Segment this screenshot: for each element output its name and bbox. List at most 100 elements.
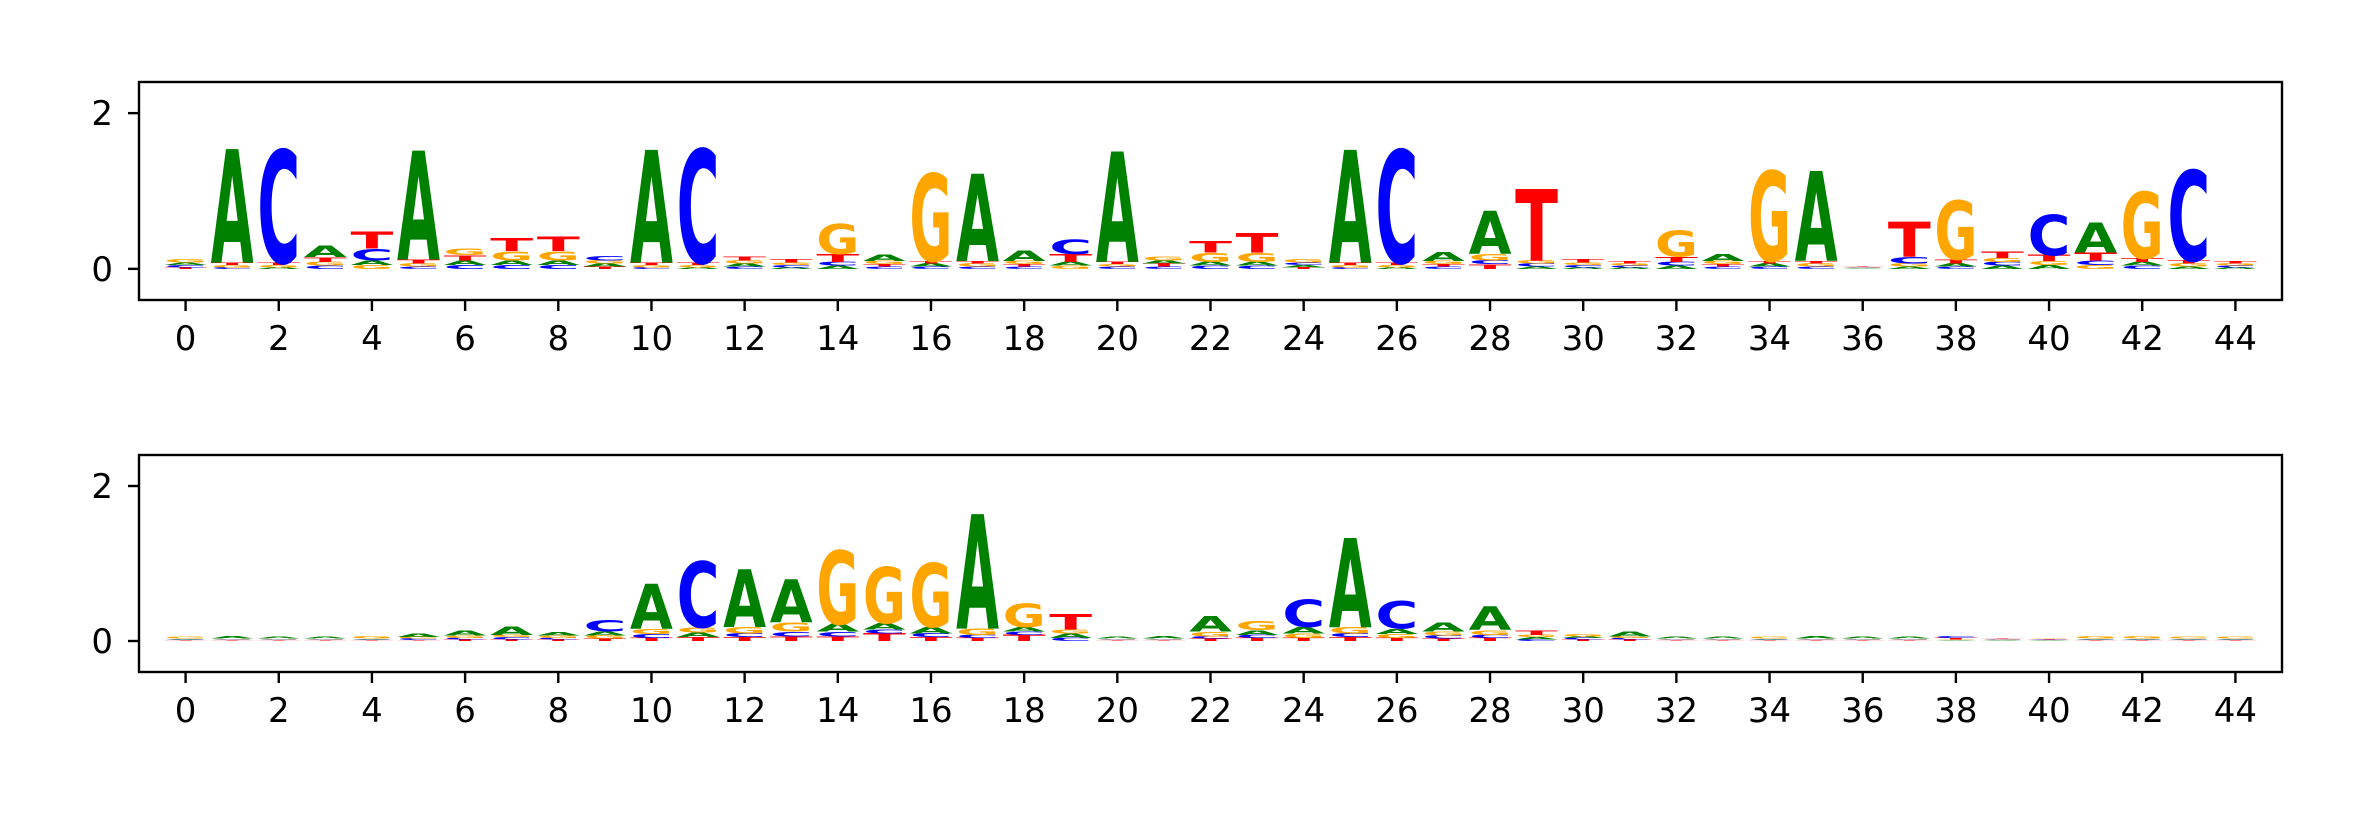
logo-letter-t-pos-9: T [583,266,627,270]
logo-letter-t-pos-24: T [1282,267,1326,269]
x-tick-label: 12 [723,319,766,359]
logo-letter-t-pos-38: T [1934,259,1978,265]
logo-letter-a-pos-42: A [2121,261,2165,267]
x-tick-label: 14 [816,691,859,731]
logo-letter-t-pos-17: T [956,261,1000,265]
logo-letter-c-pos-40: C [2028,639,2071,640]
x-tick-label: 26 [1375,319,1418,359]
x-tick-label: 16 [909,319,952,359]
logo-letter-a-pos-13: A [770,267,814,269]
logo-letter-a-pos-0: A [164,262,208,266]
logo-letter-g-pos-11: G [677,625,720,634]
logo-letter-a-pos-36: A [1841,268,1885,269]
logo-letter-g-pos-13: G [770,262,813,266]
logo-letter-c-pos-39: C [1981,261,2024,267]
logo-letter-g-pos-38: G [1934,185,1977,279]
logo-letter-c-pos-16: C [910,632,953,638]
logo-letter-t-pos-1: T [211,640,255,641]
logo-letter-a-pos-44: A [2214,267,2258,269]
logo-letter-g-pos-32: G [1655,225,1698,265]
logo-letter-c-pos-24: C [1282,593,1325,636]
logo-letter-t-pos-21: T [1142,263,1186,268]
logo-letter-t-pos-41: T [2074,640,2118,641]
logo-letter-a-pos-31: A [1608,630,1651,639]
logo-letter-c-pos-23: C [1236,265,1279,270]
logo-letter-g-pos-15: G [863,553,906,642]
logo-letter-a-pos-28: A [1469,201,1512,269]
logo-letter-c-pos-29: C [1515,639,1558,641]
logo-letter-t-pos-8: T [537,233,580,255]
logo-letter-a-pos-15: A [863,253,906,263]
x-tick-label: 22 [1189,691,1232,731]
logo-letter-g-pos-44: G [2214,637,2257,639]
logo-letter-g-pos-2: G [257,638,300,639]
logo-letter-g-pos-40: G [2028,260,2071,266]
logo-letter-g-pos-20: G [1096,638,1139,639]
logo-letter-g-pos-36: G [1841,638,1884,639]
logo-letter-g-pos-2: G [257,264,300,268]
logo-letter-a-pos-23: A [1236,261,1280,267]
logo-letter-t-pos-40: T [2028,253,2071,263]
logo-letter-a-pos-26: A [1375,267,1419,269]
logo-letter-g-pos-24: G [1282,632,1325,640]
logo-letter-g-pos-13: G [770,620,813,635]
logo-letter-a-pos-35: A [1795,149,1838,291]
logo-letter-a-pos-33: A [1702,637,1746,639]
logo-letter-c-pos-20: C [1096,639,1139,640]
x-tick-label: 28 [1468,691,1511,731]
logo-letter-a-pos-3: A [304,242,347,261]
logo-letter-c-pos-17: C [956,266,999,270]
logo-letter-t-pos-13: T [770,259,814,264]
logo-letter-t-pos-16: T [910,261,954,265]
logo-letter-t-pos-30: T [1562,639,1606,641]
logo-letter-g-pos-26: G [1375,633,1418,639]
logo-letter-c-pos-28: C [1469,259,1512,265]
logo-letter-c-pos-26: C [1375,594,1418,637]
logo-letter-c-pos-10: C [630,633,673,639]
x-tick-label: 10 [630,691,673,731]
logo-letter-c-pos-25: C [1329,267,1372,269]
logo-letter-g-pos-34: G [1748,149,1791,291]
logo-letter-a-pos-23: A [1236,629,1280,636]
logo-letter-g-pos-0: G [164,637,207,639]
logo-letter-c-pos-42: C [2121,639,2164,640]
logo-letter-c-pos-35: C [1795,639,1838,640]
logo-letter-c-pos-39: C [1981,639,2024,640]
logo-letter-t-pos-30: T [1562,259,1606,264]
logo-letter-t-pos-43: T [2167,260,2211,265]
logo-letter-g-pos-31: G [1608,636,1651,638]
logo-letter-c-pos-6: C [444,264,487,270]
logo-letter-t-pos-39: T [1981,250,2024,260]
logo-letter-c-pos-12: C [723,266,766,270]
logo-letter-a-pos-17: A [956,483,999,666]
logo-letter-c-pos-34: C [1748,266,1791,270]
logo-letter-t-pos-1: T [211,262,255,266]
logo-letter-g-pos-22: G [1189,630,1232,638]
logo-letter-g-pos-33: G [1702,260,1745,265]
logo-letter-c-pos-7: C [490,264,533,270]
logo-letter-g-pos-10: G [630,627,673,636]
x-tick-label: 40 [2027,691,2070,731]
logo-letter-t-pos-43: T [2167,640,2211,641]
logo-letter-t-pos-42: T [2121,257,2165,263]
logo-letter-a-pos-33: A [1702,252,1745,263]
logo-letter-c-pos-37: C [1888,255,1931,265]
logo-letter-c-pos-3: C [304,265,347,270]
logo-letter-c-pos-16: C [910,266,953,270]
x-tick-label: 2 [268,319,290,359]
logo-letter-c-pos-8: C [537,637,580,639]
logo-letter-a-pos-2: A [257,637,301,639]
logo-letter-c-pos-11: C [677,543,720,649]
logo-letter-g-pos-43: G [2167,637,2210,639]
logo-letter-a-pos-20: A [1096,637,1140,639]
x-tick-label: 30 [1562,319,1605,359]
x-tick-label: 34 [1748,319,1791,359]
logo-letter-g-pos-32: G [1655,638,1698,639]
logo-letter-g-pos-12: G [723,625,766,635]
logo-letter-g-pos-14: G [816,530,859,648]
logo-letter-t-pos-2: T [257,640,301,641]
logo-letter-g-pos-19: G [1049,628,1092,634]
logo-letter-a-pos-10: A [630,120,673,300]
logo-letter-t-pos-34: T [1748,640,1792,641]
